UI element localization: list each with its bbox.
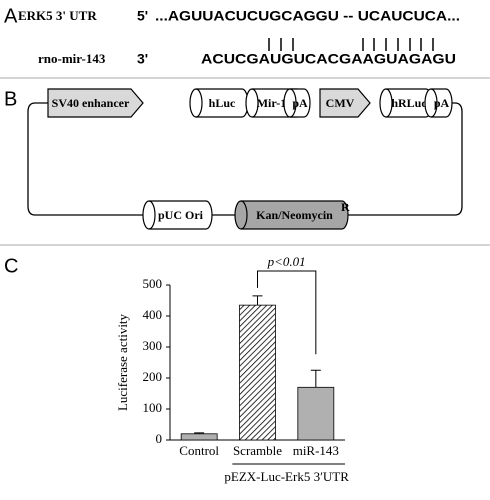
significance-bracket (257, 270, 317, 355)
utr-sequence: ...AGUUACUCUGCAGGU -- UCAUCUCA... (155, 8, 460, 24)
utr-end: 5' (137, 8, 148, 24)
cylinder (234, 200, 349, 230)
cylinder-end (430, 88, 438, 118)
panel-letter: C (4, 255, 18, 277)
error-bar (194, 432, 205, 434)
element-label: pA (292, 96, 308, 110)
y-axis-label: Luciferase activity (115, 313, 130, 411)
cylinder (189, 88, 249, 118)
cylinder-end (148, 200, 156, 230)
panel-letter: B (4, 88, 17, 110)
y-tick-label: 200 (143, 369, 163, 384)
cylinder-end (240, 200, 248, 230)
x-tick-label: Scramble (233, 443, 282, 458)
y-tick-label: 0 (156, 431, 163, 446)
y-tick-label: 500 (143, 276, 163, 291)
x-tick-label: miR-143 (293, 443, 339, 458)
bar (180, 433, 218, 441)
error-bar (252, 295, 263, 306)
y-tick-label: 100 (143, 400, 163, 415)
cylinder (424, 88, 453, 118)
annotation: p<0.01 (267, 254, 306, 269)
y-tick-label: 400 (143, 307, 163, 322)
superscript: R (341, 200, 350, 214)
bar (297, 386, 335, 441)
element-label: hLuc (209, 96, 236, 110)
plasmid-backbone (27, 102, 463, 216)
cylinder (142, 200, 213, 230)
element-label: pA (434, 96, 450, 110)
mir-label: rno-mir-143 (38, 51, 106, 66)
y-tick-label: 300 (143, 338, 163, 353)
promoter-arrow (47, 88, 144, 118)
group-label: pEZX-Luc-Erk5 3′UTR (224, 469, 349, 484)
cylinder (283, 88, 311, 118)
promoter-arrow (319, 88, 371, 118)
element-label: SV40 enhancer (52, 96, 130, 110)
element-label: Kan/Neomycin (256, 208, 333, 222)
cylinder-end (251, 88, 259, 118)
element-label: hRLuc (391, 96, 427, 110)
cylinder-end (195, 88, 203, 118)
panel-letter: A (4, 5, 18, 27)
element-label: CMV (326, 96, 355, 110)
error-bar (310, 369, 321, 388)
mir-end: 3' (137, 51, 148, 67)
bar-chart: 0 100 200 300 400 500 Luciferase activity Contr… (115, 254, 349, 484)
x-tick-label: Control (179, 443, 219, 458)
cylinder-end (289, 88, 297, 118)
pairing-bars (268, 38, 434, 51)
bar (239, 304, 276, 441)
mir-sequence: ACUCGAUGUCACGAAGUAGAGU (201, 51, 456, 67)
element-label: pUC Ori (158, 208, 204, 222)
utr-label: ERK5 3' UTR (18, 8, 97, 23)
cylinder-end (385, 88, 393, 118)
